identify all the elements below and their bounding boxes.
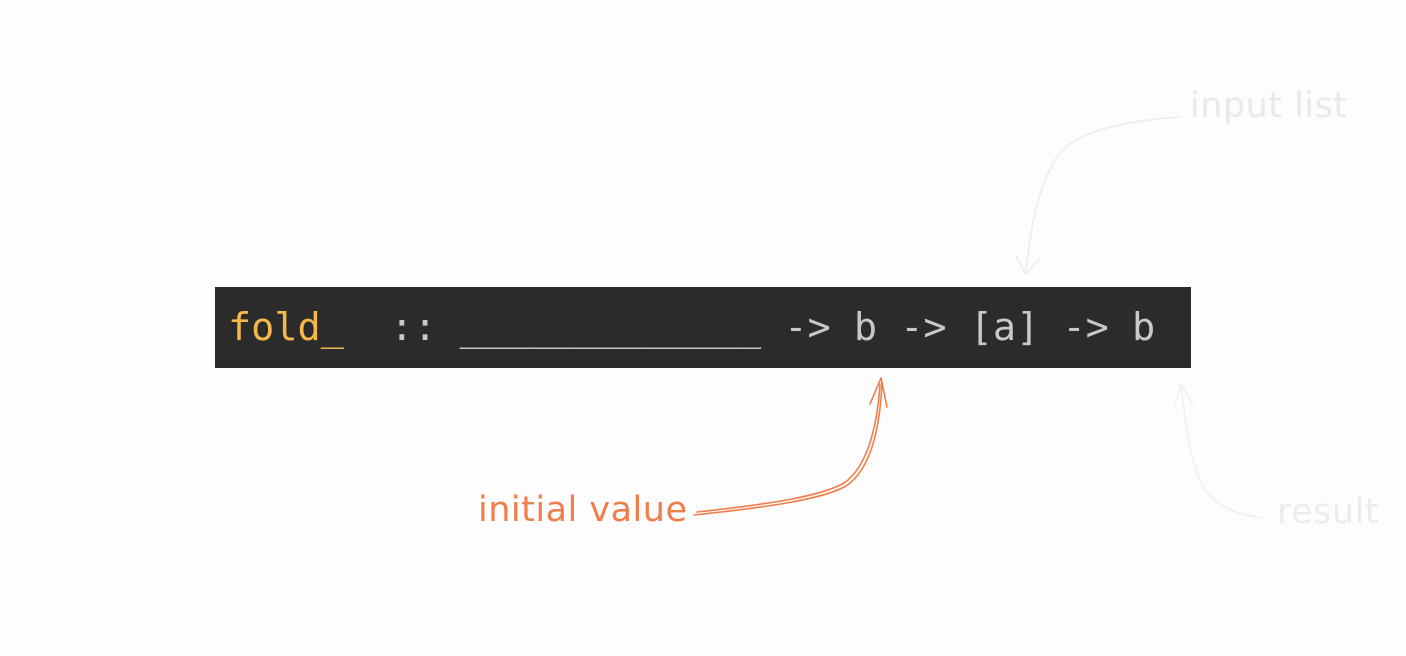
- result-label: result: [1277, 492, 1380, 532]
- code-signature: fold_ :: _____________ -> b -> [a] -> b: [215, 287, 1191, 368]
- type-signature: :: _____________ -> b -> [a] -> b: [343, 305, 1156, 350]
- input-list-label: input list: [1190, 86, 1348, 126]
- result-arrow: [1173, 383, 1264, 519]
- initial-value-arrow: [693, 377, 888, 516]
- initial-value-label: initial value: [478, 490, 688, 530]
- input-list-arrow: [1015, 116, 1181, 275]
- function-name: fold_: [228, 305, 344, 350]
